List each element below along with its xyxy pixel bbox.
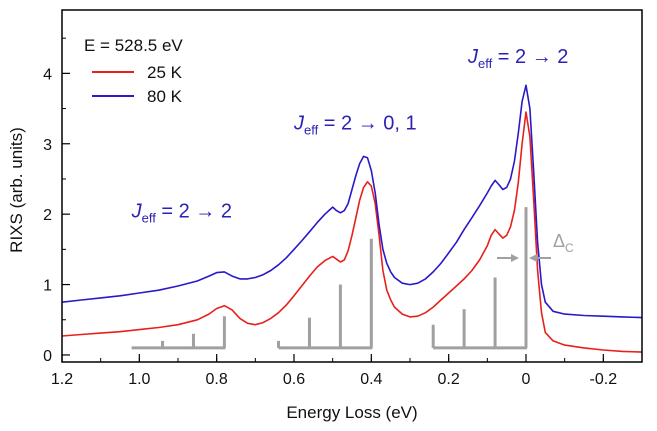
legend-label-80k: 80 K — [147, 87, 183, 106]
legend-header: E = 528.5 eV — [84, 36, 183, 55]
plot-frame — [61, 9, 643, 363]
delta-left-arrowhead — [511, 254, 519, 262]
x-axis-title: Energy Loss (eV) — [286, 403, 417, 422]
series-lines — [61, 84, 643, 353]
legend-label-25k: 25 K — [147, 63, 183, 82]
x-tick-label: 0 — [522, 371, 531, 388]
annotations: Jeff = 2 → 2 Jeff = 2 → 0, 1 Jeff = 2 → 2 — [131, 46, 569, 226]
x-tick-label: 0.8 — [206, 371, 228, 388]
stick-spectra — [131, 207, 528, 350]
y-tick-label: 0 — [43, 348, 52, 365]
y-axis-ticks: 0 1 2 3 4 — [43, 37, 70, 365]
x-tick-label: -0.2 — [590, 371, 618, 388]
transition-annotation-1: Jeff = 2 → 0, 1 — [293, 113, 417, 138]
x-tick-label: 0.2 — [438, 371, 460, 388]
y-tick-label: 4 — [43, 66, 52, 83]
delta-c-marker: ΔC — [497, 231, 574, 262]
y-axis-title: RIXS (arb. units) — [7, 127, 26, 253]
x-tick-label: 1.2 — [51, 371, 73, 388]
series-line-1 — [61, 84, 643, 319]
x-tick-label: 0.6 — [283, 371, 305, 388]
y-tick-label: 1 — [43, 278, 52, 295]
delta-c-label: ΔC — [553, 231, 574, 255]
series-line-0 — [61, 111, 643, 353]
y-tick-label: 2 — [43, 207, 52, 224]
x-tick-label: 0.4 — [360, 371, 382, 388]
transition-annotation-2: Jeff = 2 → 2 — [467, 46, 568, 71]
delta-right-arrowhead — [529, 254, 537, 262]
x-tick-label: 1.0 — [128, 371, 150, 388]
legend: E = 528.5 eV 25 K 80 K — [84, 36, 183, 106]
transition-annotation-0: Jeff = 2 → 2 — [131, 201, 232, 226]
y-tick-label: 3 — [43, 137, 52, 154]
x-axis-ticks: 1.2 1.0 0.8 0.6 0.4 0.2 0 -0.2 — [51, 354, 643, 388]
